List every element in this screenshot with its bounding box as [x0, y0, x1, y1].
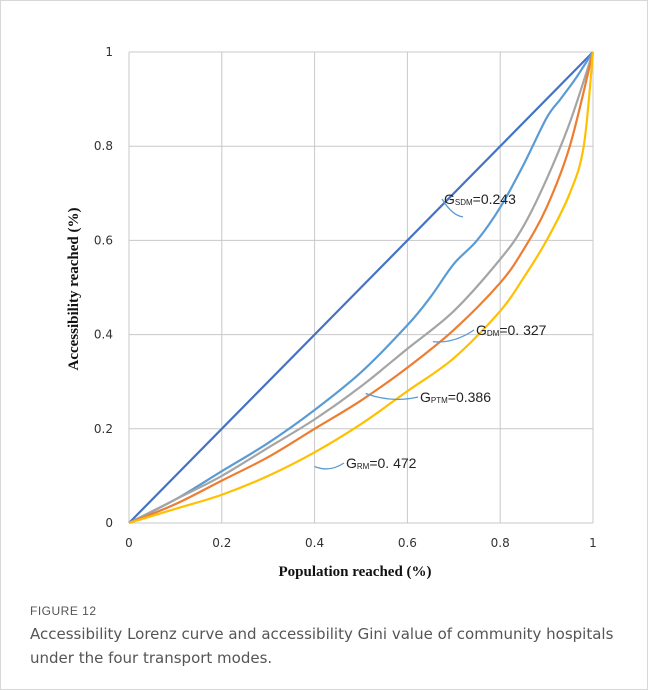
y-tick-label: 0.2	[94, 422, 113, 436]
y-tick-label: 0.4	[94, 328, 113, 342]
annotation-leader-line	[432, 329, 475, 343]
gini-annotation: GRM=0. 472	[346, 455, 417, 471]
series-lines	[128, 51, 595, 525]
x-tick-label: 0.4	[305, 536, 324, 550]
gini-annotation: GDM=0. 327	[476, 322, 547, 338]
figure-caption: Accessibility Lorenz curve and accessibi…	[30, 625, 614, 667]
gini-annotation: GPTM=0.386	[420, 389, 491, 405]
gini-annotation: GSDM=0.243	[444, 191, 516, 207]
annotation-leader-line	[441, 198, 464, 218]
lorenz-chart: 0 0.2 0.4 0.6 0.8 100.20.40.60.81 GSDM=0.243G…	[66, 45, 597, 580]
chart-grid	[128, 51, 594, 524]
y-tick-label: 0	[105, 516, 113, 530]
x-tick-label: 0.6	[398, 536, 417, 550]
series-line-sdm	[128, 51, 594, 524]
series-line-dm	[128, 51, 595, 524]
x-tick-label: 0.8	[491, 536, 510, 550]
x-tick-label: 1	[589, 536, 597, 550]
gini-annotations: GSDM=0.243 GDM=0. 327 GPTM=0.386 GRM=0. 472	[314, 191, 547, 471]
series-line-ptm	[128, 51, 595, 525]
x-tick-label: 0	[125, 536, 133, 550]
series-line-rm	[128, 51, 595, 525]
series-line-equality	[128, 51, 594, 524]
x-tick-label: 0.2	[212, 536, 231, 550]
y-tick-label: 0.8	[94, 139, 113, 153]
figure-label: FIGURE 12	[30, 604, 97, 618]
y-tick-label: 0.6	[94, 233, 113, 247]
x-axis-title: Population reached (%)	[278, 564, 431, 580]
annotation-leader-line	[314, 462, 345, 470]
tick-labels: 0 0.2 0.4 0.6 0.8 1 0 0.2 0.4 0.6 0.8 1	[94, 45, 597, 550]
y-tick-label: 1	[105, 45, 113, 59]
annotation-leader-line	[365, 392, 419, 401]
y-axis-title: Accessibility reached (%)	[66, 207, 82, 370]
